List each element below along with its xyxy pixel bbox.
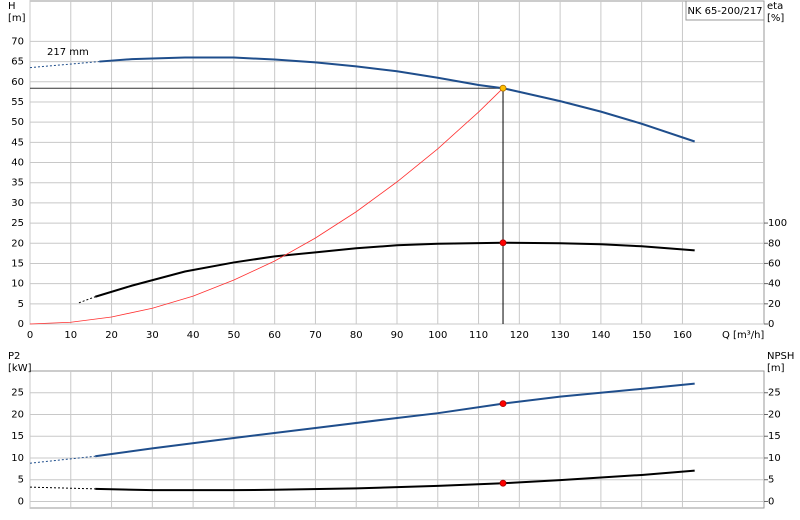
x-tick-label: 100 [428, 330, 447, 341]
y2-tick-label: 0 [768, 496, 774, 507]
y-tick-label: 10 [11, 453, 24, 464]
y-tick-label: 10 [11, 279, 24, 290]
y-tick-label: 20 [11, 409, 24, 420]
x-tick-label: 60 [268, 330, 281, 341]
x-tick-label: 160 [673, 330, 692, 341]
y-tick-label: 20 [11, 238, 24, 249]
y-tick-label: 25 [11, 218, 24, 229]
x-tick-label: 90 [391, 330, 404, 341]
title-box [685, 0, 765, 21]
y2-tick-label: 15 [768, 431, 781, 442]
x-tick-label: 130 [551, 330, 570, 341]
y-axis-label: P2 [8, 351, 20, 362]
x-tick-label: 50 [228, 330, 241, 341]
y-tick-label: 25 [11, 388, 24, 399]
curve [29, 61, 100, 69]
curve [99, 56, 695, 143]
operating-point [499, 400, 507, 408]
y2-axis-unit: [m] [767, 363, 785, 374]
y-tick-label: 50 [11, 117, 24, 128]
curve [94, 241, 695, 298]
x-tick-label: 20 [105, 330, 118, 341]
y-tick-label: 15 [11, 431, 24, 442]
operating-point [499, 479, 507, 487]
curve [29, 486, 96, 490]
y2-axis-label: NPSH [767, 351, 794, 362]
y-tick-label: 0 [18, 496, 24, 507]
chart-title: NK 65-200/217 [687, 6, 762, 17]
x-axis-label: Q [m³/h] [722, 330, 764, 341]
y-tick-label: 40 [11, 158, 24, 169]
y-tick-label: 5 [18, 475, 24, 486]
x-tick-label: 10 [64, 330, 77, 341]
y2-tick-label: 40 [768, 279, 781, 290]
x-tick-label: 140 [591, 330, 610, 341]
y2-tick-label: 80 [768, 238, 781, 249]
y2-tick-label: 20 [768, 299, 781, 310]
curve [95, 382, 695, 458]
y-axis-unit: [kW] [8, 363, 32, 374]
x-tick-label: 40 [187, 330, 200, 341]
operating-point [499, 84, 507, 92]
y-tick-label: 5 [18, 299, 24, 310]
y-axis-label: H [8, 1, 16, 12]
x-tick-label: 80 [350, 330, 363, 341]
y-tick-label: 35 [11, 178, 24, 189]
x-tick-label: 120 [510, 330, 529, 341]
y-tick-label: 60 [11, 77, 24, 88]
curve [29, 455, 96, 464]
curve [78, 296, 96, 304]
y2-tick-label: 0 [768, 319, 774, 330]
x-tick-label: 30 [146, 330, 159, 341]
y2-tick-label: 60 [768, 258, 781, 269]
annotation: 217 mm [47, 47, 89, 58]
y-tick-label: 30 [11, 198, 24, 209]
y2-axis-unit: [%] [767, 13, 784, 24]
y-tick-label: 65 [11, 57, 24, 68]
y2-tick-label: 20 [768, 409, 781, 420]
y2-tick-label: 100 [768, 218, 787, 229]
y2-axis-label: eta [767, 1, 783, 12]
x-tick-label: 150 [632, 330, 651, 341]
y-tick-label: 55 [11, 97, 24, 108]
curve [95, 469, 695, 492]
y-tick-label: 0 [18, 319, 24, 330]
curve [29, 87, 504, 325]
y-tick-label: 15 [11, 258, 24, 269]
y2-tick-label: 10 [768, 453, 781, 464]
y2-tick-label: 25 [768, 388, 781, 399]
y-axis-unit: [m] [8, 13, 26, 24]
operating-point [499, 239, 507, 247]
y-tick-label: 45 [11, 137, 24, 148]
y2-tick-label: 5 [768, 475, 774, 486]
x-tick-label: 0 [27, 330, 33, 341]
x-tick-label: 110 [469, 330, 488, 341]
y-tick-label: 70 [11, 36, 24, 47]
x-tick-label: 70 [309, 330, 322, 341]
